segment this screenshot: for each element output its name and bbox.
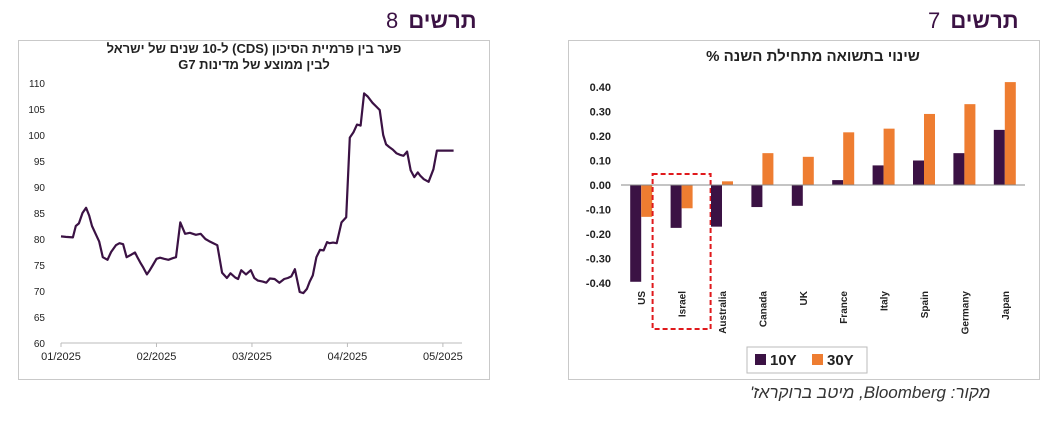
bar-10y-italy: [872, 165, 884, 185]
cds-spread-line-chart: פער בין פרמיית הסיכון (CDS) ל-10 שנים של…: [28, 41, 463, 363]
legend-label-30y: 30Y: [827, 352, 854, 369]
y-tick-label: 90: [34, 183, 46, 194]
y-tick-label: 75: [34, 261, 46, 272]
legend-swatch-10y: [755, 354, 766, 365]
y-tick-label: 0.20: [590, 131, 611, 143]
yield-change-bar-chart: שינוי בתשואה מתחילת השנה % 0.40 0.30 0.20 0.…: [586, 48, 1025, 374]
legend-label-10y: 10Y: [770, 352, 797, 369]
bar-30y-italy: [883, 128, 895, 185]
y-tick-label: -0.30: [586, 254, 611, 266]
bar-10y-israel: [670, 185, 682, 228]
y-tick-label: 85: [34, 209, 46, 220]
bar-30y-israel: [681, 185, 693, 209]
y-tick-label: 80: [34, 235, 46, 246]
chart-8-heading-word: תרשים: [408, 8, 477, 33]
y-tick-label: 105: [28, 105, 45, 116]
category-label: Germany: [960, 291, 971, 335]
y-tick-label: 0.10: [590, 156, 611, 168]
chart-7-heading-word: תרשים: [950, 8, 1019, 33]
chart-7-title: שינוי בתשואה מתחילת השנה %: [706, 48, 920, 65]
bar-10y-uk: [791, 185, 803, 206]
category-label: Japan: [1001, 291, 1012, 320]
x-tick-label: 03/2025: [232, 351, 272, 363]
x-tick-label: 04/2025: [328, 351, 368, 363]
bar-30y-spain: [924, 113, 935, 185]
bar-10y-france: [832, 180, 844, 185]
x-tick-label: 01/2025: [41, 351, 81, 363]
category-label: Australia: [718, 291, 729, 334]
category-label: US: [637, 291, 648, 305]
category-label: Canada: [758, 291, 769, 328]
source-note: מקור: Bloomberg, מיטב ברוקראז': [750, 383, 991, 402]
israel-highlight-box: [651, 173, 712, 330]
category-label: France: [839, 291, 850, 324]
y-tick-label: 110: [29, 79, 45, 90]
category-label: Italy: [880, 291, 891, 311]
y-tick-label: 0.00: [590, 180, 611, 192]
y-tick-label: 100: [28, 131, 45, 142]
y-tick-label: 60: [34, 339, 46, 350]
category-label: Spain: [920, 291, 931, 318]
bar-30y-canada: [762, 153, 774, 185]
bar-30y-germany: [964, 104, 976, 185]
bar-10y-us: [630, 185, 642, 282]
bar-10y-spain: [913, 160, 924, 185]
category-label: UK: [799, 290, 810, 305]
y-tick-label: 70: [34, 287, 46, 298]
y-tick-label: -0.20: [586, 229, 611, 241]
legend-box: [746, 346, 868, 374]
bar-10y-japan: [993, 129, 1005, 185]
chart-8-heading-number: 8: [386, 8, 399, 33]
bar-30y-us: [641, 185, 653, 217]
y-tick-label: 0.30: [590, 107, 611, 119]
legend-swatch-30y: [812, 354, 823, 365]
cds-spread-chart-panel: פער בין פרמיית הסיכון (CDS) ל-10 שנים של…: [18, 40, 490, 380]
y-tick-label: 65: [34, 313, 46, 324]
chart-7-heading-number: 7: [928, 8, 941, 33]
bar-30y-australia: [722, 181, 733, 185]
bar-10y-germany: [953, 153, 965, 185]
bar-30y-france: [843, 132, 855, 185]
bar-10y-australia: [711, 185, 722, 227]
yield-change-chart-panel: שינוי בתשואה מתחילת השנה % 0.40 0.30 0.20 0.…: [568, 40, 1040, 380]
cds-spread-series-line: [60, 92, 454, 295]
chart-7-heading: תרשים 7: [928, 8, 1019, 34]
bar-30y-japan: [1004, 82, 1016, 185]
y-tick-label: 0.40: [590, 82, 611, 94]
y-tick-label: 95: [34, 157, 46, 168]
chart-8-title-line-2: לבין ממוצע של מדינות G7: [178, 57, 330, 72]
category-label: Israel: [678, 291, 689, 317]
chart-8-title-line-1: פער בין פרמיית הסיכון (CDS) ל-10 שנים של…: [107, 41, 402, 56]
x-tick-label: 05/2025: [423, 351, 463, 363]
x-tick-label: 02/2025: [137, 351, 177, 363]
bar-30y-uk: [802, 156, 814, 185]
chart-8-heading: תרשים 8: [386, 8, 477, 34]
y-tick-label: -0.10: [586, 205, 611, 217]
bar-10y-canada: [751, 185, 763, 208]
y-tick-label: -0.40: [586, 278, 611, 290]
